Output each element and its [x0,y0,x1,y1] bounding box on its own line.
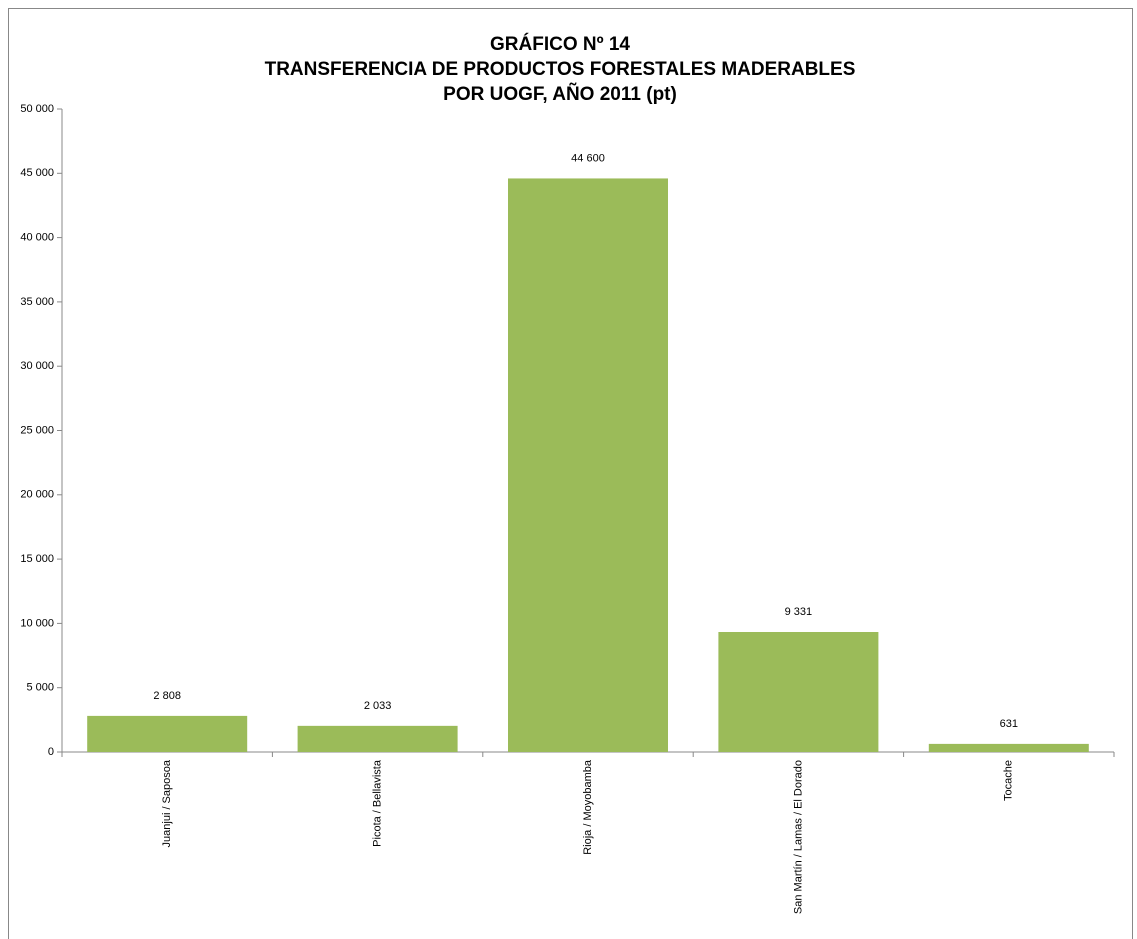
y-tick-label: 15 000 [20,553,54,565]
bar [87,715,248,752]
data-label: 2 033 [364,700,392,712]
x-tick-label: Rioja / Moyobamba [582,759,594,855]
x-tick-label: Picota / Bellavista [372,759,384,847]
y-tick-label: 45 000 [20,167,54,179]
data-label: 631 [1000,718,1018,730]
bar [928,743,1089,752]
chart-title: GRÁFICO Nº 14 [490,33,630,55]
chart-title: TRANSFERENCIA DE PRODUCTOS FORESTALES MA… [265,59,856,80]
x-tick-label: Juanjui / Saposoa [161,759,173,847]
y-tick-label: 20 000 [20,489,54,501]
y-tick-label: 40 000 [20,232,54,244]
y-tick-label: 5 000 [26,682,54,694]
y-tick-label: 10 000 [20,617,54,629]
data-label: 44 600 [571,152,605,164]
bar [297,725,458,752]
bar [508,178,668,753]
y-tick-label: 25 000 [20,424,54,436]
bar [718,632,879,752]
y-tick-label: 0 [48,746,54,758]
chart-title: POR UOGF, AÑO 2011 (pt) [443,83,677,105]
y-tick-label: 30 000 [20,360,54,372]
y-tick-label: 50 000 [20,103,54,115]
x-tick-label: San Martín / Lamas / El Dorado [792,760,804,914]
data-label: 2 808 [153,690,181,702]
data-label: 9 331 [785,606,813,618]
x-tick-label: Tocache [1003,760,1015,801]
y-tick-label: 35 000 [20,296,54,308]
chart-frame [8,8,1133,939]
